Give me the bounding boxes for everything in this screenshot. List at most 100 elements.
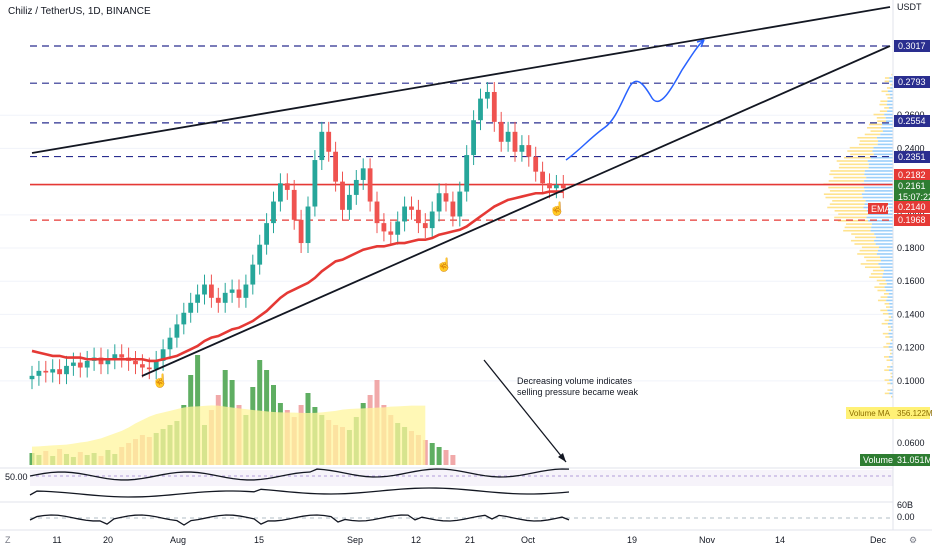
volume-profile-bar [864, 266, 881, 269]
time-tick-label: 21 [465, 535, 475, 545]
price-tag-label: 0.2351 [898, 152, 926, 162]
volume-profile-bar [877, 143, 893, 146]
volume-profile-bar [873, 146, 893, 149]
pointer-hand-icon: ☝ [152, 372, 168, 389]
candle-body [560, 184, 566, 189]
volume-profile-bar [849, 146, 874, 149]
volume-arrow-line [483, 359, 567, 463]
trendlines[interactable] [31, 6, 891, 463]
price-tick-label: 0.0600 [897, 438, 925, 448]
ema-line [31, 190, 564, 363]
price-tick-label: 0.1200 [897, 343, 925, 353]
volume-profile-bar [868, 166, 893, 169]
volume-profile-bar [827, 206, 864, 209]
candle-body [519, 145, 525, 152]
volume-profile-bar [836, 160, 868, 162]
volume-profile-bar [830, 170, 865, 172]
volume-profile-bar [883, 273, 893, 275]
price-tag [894, 40, 930, 52]
ema-badge [868, 203, 888, 214]
volume-profile-bar [881, 127, 893, 129]
settings-icon[interactable]: ⚙ [909, 535, 917, 545]
volume-profile-bar [874, 239, 893, 242]
volume-profile-bar [859, 140, 879, 142]
volume-profile-bar [891, 83, 893, 86]
volume-profile-bar [881, 322, 888, 325]
volume-profile-bar [882, 130, 893, 132]
candle-body [436, 193, 442, 212]
volume-profile-bar [888, 346, 893, 348]
osc2-tick: 60B [897, 500, 913, 510]
forecast-path [565, 39, 705, 161]
candle-body [257, 244, 263, 265]
candle-body [478, 98, 483, 121]
candle-body [554, 184, 559, 189]
volume-profile-bar [884, 392, 890, 395]
volume-profile-bar [889, 302, 893, 305]
volume-profile-bar [864, 173, 893, 176]
candle-body [264, 223, 269, 245]
pointer-hand-icon: ☝ [436, 256, 452, 273]
volume-profile-bar [864, 190, 893, 192]
time-tick-label: 15 [254, 535, 264, 545]
price-tag-label: 0.2182 [898, 170, 926, 180]
arrow-head-icon [558, 453, 566, 462]
volume-profile-bar [891, 372, 893, 375]
price-tag-label: 0.2161 [898, 181, 926, 191]
volume-profile-bar [851, 233, 875, 235]
volume-profile-bar [850, 239, 875, 242]
volume-bar [436, 447, 442, 465]
price-tag [894, 214, 930, 226]
volume-profile-bar [883, 269, 893, 272]
time-tick-label: 14 [775, 535, 785, 545]
volume-badge [860, 454, 930, 466]
volume-bar [443, 450, 449, 465]
volume-profile-bar [864, 180, 893, 182]
volume-profile-bar [872, 269, 884, 272]
volume-profile-bar [890, 326, 893, 328]
candle-body [195, 294, 200, 303]
volume-profile-bar [889, 392, 893, 395]
volume-profile-bar [869, 276, 883, 279]
volume-profile-bar [865, 200, 893, 202]
candle-body [181, 312, 187, 325]
price-tags: 0.3017 0.2793 0.2554 0.2351 0.21820.216115:0… [894, 40, 932, 226]
candle-body [229, 289, 235, 293]
candle-body [64, 365, 69, 375]
zoom-icon[interactable]: Z [5, 535, 11, 545]
volume-profile-bar [875, 236, 893, 239]
volume-profile-bar [838, 213, 869, 215]
volume-ma-badge-value: 356.122M [897, 409, 932, 418]
volume-profile-bar [891, 339, 893, 342]
volume-profile-bar [880, 256, 893, 259]
volume-profile-bar [887, 110, 893, 113]
volume-profile-bar [870, 273, 884, 275]
horizontal-levels[interactable] [30, 45, 893, 221]
candle-body [547, 183, 552, 189]
volume-profile-bar [823, 193, 862, 196]
volume-profile-bar [890, 382, 893, 385]
candle-body [284, 183, 290, 190]
time-tick-label: 12 [411, 535, 421, 545]
volume-profile-bar [886, 299, 893, 302]
annotation-line-2: selling pressure became weak [517, 387, 639, 397]
volume-profile-bar [868, 213, 893, 215]
volume-profile-bar [860, 263, 879, 265]
oscillator-band [30, 470, 893, 486]
candle-body [326, 131, 332, 152]
volume-profile-bar [883, 293, 889, 295]
price-tag-label: 0.2793 [898, 77, 926, 87]
price-tag-label: 0.2140 [898, 202, 926, 212]
volume-profile-bar [884, 80, 890, 83]
volume-profile-bar [887, 366, 891, 368]
volume-profile-bar [890, 339, 892, 342]
volume-profile-bar [879, 283, 887, 285]
candle-body [374, 201, 380, 224]
candle-body [526, 145, 532, 157]
volume-profile-bar [884, 302, 890, 305]
candle-body [188, 302, 194, 313]
time-tick-label: 19 [627, 535, 637, 545]
volume-profile-bar [847, 150, 873, 152]
volume-profile-bar [854, 236, 876, 239]
